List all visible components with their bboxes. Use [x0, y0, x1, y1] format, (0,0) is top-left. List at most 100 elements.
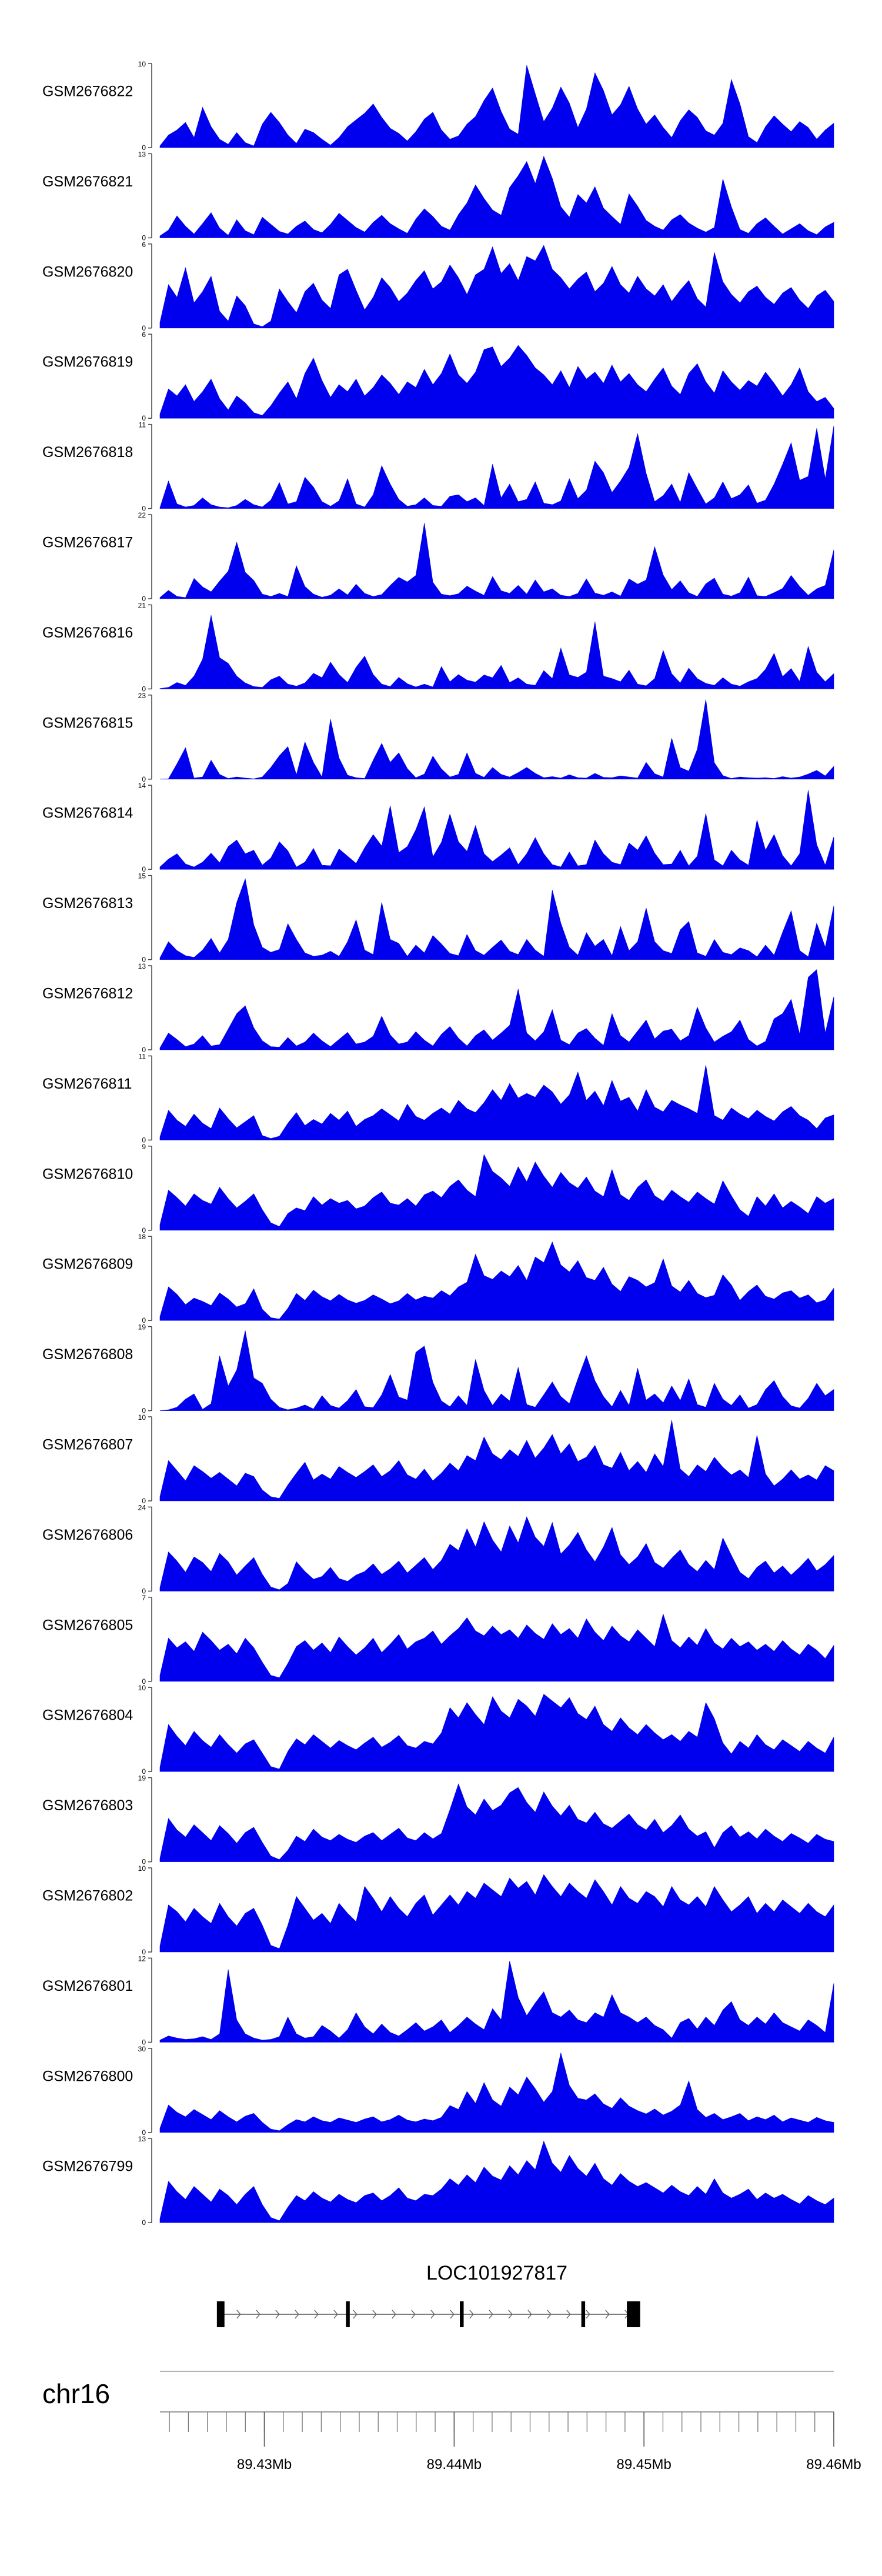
coverage-area — [159, 790, 834, 870]
y-min-label: 0 — [142, 1407, 146, 1415]
track-GSM2676818: GSM2676818 11 0 — [42, 421, 834, 513]
track-label: GSM2676801 — [42, 1978, 133, 1994]
y-max-label: 11 — [139, 421, 146, 429]
track-GSM2676807: GSM2676807 10 0 — [42, 1413, 834, 1505]
exon-block — [581, 2301, 586, 2327]
strand-arrow — [236, 2310, 241, 2319]
y-max-label: 18 — [138, 1233, 146, 1241]
strand-arrow — [508, 2310, 513, 2319]
coverage-tracks: GSM2676822100GSM2676821130GSM267682060GS… — [42, 60, 834, 2227]
track-GSM2676804: GSM2676804 10 0 — [42, 1684, 834, 1776]
y-min-label: 0 — [142, 1316, 146, 1324]
track-GSM2676814: GSM2676814 14 0 — [42, 782, 834, 873]
strand-arrow — [450, 2310, 455, 2319]
track-GSM2676800: GSM2676800 30 0 — [42, 2045, 834, 2137]
track-label: GSM2676816 — [42, 625, 133, 641]
y-max-label: 30 — [138, 2045, 146, 2053]
coverage-area — [159, 345, 834, 419]
strand-arrow — [333, 2310, 338, 2319]
strand-arrow — [430, 2310, 435, 2319]
y-max-label: 6 — [142, 241, 146, 249]
strand-arrow — [605, 2310, 610, 2319]
y-max-label: 21 — [138, 601, 146, 609]
exon-block — [460, 2301, 464, 2327]
track-GSM2676809: GSM2676809 18 0 — [42, 1233, 834, 1324]
coverage-area — [159, 1420, 834, 1501]
coverage-area — [159, 1961, 834, 2043]
y-min-label: 0 — [142, 1587, 146, 1595]
gene-model — [216, 2301, 640, 2327]
coverage-area — [159, 615, 834, 689]
axis-ticks: 89.43Mb 89.44Mb 89.45Mb 89.46Mb — [160, 2371, 861, 2472]
y-max-label: 15 — [138, 872, 146, 880]
track-label: GSM2676809 — [42, 1256, 133, 1273]
y-max-label: 10 — [138, 60, 146, 68]
y-max-label: 14 — [138, 782, 146, 790]
coverage-area — [159, 155, 834, 238]
track-label: GSM2676807 — [42, 1437, 133, 1453]
track-GSM2676806: GSM2676806 24 0 — [42, 1503, 834, 1595]
coverage-area — [159, 1694, 834, 1772]
track-GSM2676808: GSM2676808 19 0 — [42, 1323, 834, 1415]
strand-arrow — [527, 2310, 532, 2319]
track-label: GSM2676806 — [42, 1527, 133, 1543]
y-max-label: 13 — [138, 150, 146, 158]
axis-tick-label: 89.45Mb — [616, 2457, 671, 2472]
y-min-label: 0 — [142, 1677, 146, 1686]
y-min-label: 0 — [142, 505, 146, 513]
y-max-label: 10 — [138, 1864, 146, 1873]
coverage-area — [159, 1065, 834, 1140]
y-min-label: 0 — [142, 144, 146, 152]
track-label: GSM2676804 — [42, 1707, 133, 1724]
y-min-label: 0 — [142, 2218, 146, 2227]
track-label: GSM2676818 — [42, 444, 133, 461]
track-GSM2676815: GSM2676815 23 0 — [42, 692, 834, 783]
y-min-label: 0 — [142, 2128, 146, 2137]
track-GSM2676810: GSM2676810 9 0 — [42, 1143, 834, 1234]
coverage-area — [159, 1613, 834, 1682]
strand-arrow — [566, 2310, 571, 2319]
coverage-area — [159, 1154, 834, 1231]
track-label: GSM2676808 — [42, 1346, 133, 1363]
exon-block — [346, 2301, 350, 2327]
y-min-label: 0 — [142, 2038, 146, 2046]
track-label: GSM2676799 — [42, 2158, 133, 2175]
gene-track: LOC101927817 — [216, 2262, 640, 2327]
y-min-label: 0 — [142, 1046, 146, 1054]
coverage-area — [159, 245, 834, 329]
coverage-area — [159, 1241, 834, 1321]
track-label: GSM2676814 — [42, 805, 133, 822]
strand-arrow — [586, 2310, 590, 2319]
track-GSM2676819: GSM2676819 6 0 — [42, 331, 834, 422]
track-GSM2676803: GSM2676803 19 0 — [42, 1774, 834, 1866]
coverage-area — [159, 2140, 834, 2223]
y-max-label: 11 — [139, 1052, 146, 1060]
y-min-label: 0 — [142, 1948, 146, 1956]
y-max-label: 23 — [138, 692, 146, 700]
track-label: GSM2676811 — [42, 1076, 132, 1092]
y-min-label: 0 — [142, 685, 146, 693]
strand-arrow — [372, 2310, 377, 2319]
y-max-label: 6 — [142, 331, 146, 339]
y-max-label: 13 — [138, 2135, 146, 2143]
y-max-label: 10 — [138, 1684, 146, 1692]
track-GSM2676802: GSM2676802 10 0 — [42, 1864, 834, 1956]
track-label: GSM2676803 — [42, 1797, 133, 1814]
y-min-label: 0 — [142, 1226, 146, 1234]
y-min-label: 0 — [142, 414, 146, 422]
y-min-label: 0 — [142, 1767, 146, 1776]
track-label: GSM2676805 — [42, 1617, 133, 1633]
y-min-label: 0 — [142, 324, 146, 332]
chromosome-label: chr16 — [42, 2378, 110, 2409]
strand-arrow — [547, 2310, 552, 2319]
y-max-label: 12 — [138, 1954, 146, 1963]
y-min-label: 0 — [142, 775, 146, 783]
y-min-label: 0 — [142, 865, 146, 873]
coverage-area — [159, 1874, 834, 1953]
track-label: GSM2676800 — [42, 2068, 133, 2084]
strand-arrow — [353, 2310, 358, 2319]
track-GSM2676817: GSM2676817 22 0 — [42, 511, 834, 603]
strand-arrow — [469, 2310, 474, 2319]
track-GSM2676822: GSM2676822 10 0 — [42, 60, 834, 152]
